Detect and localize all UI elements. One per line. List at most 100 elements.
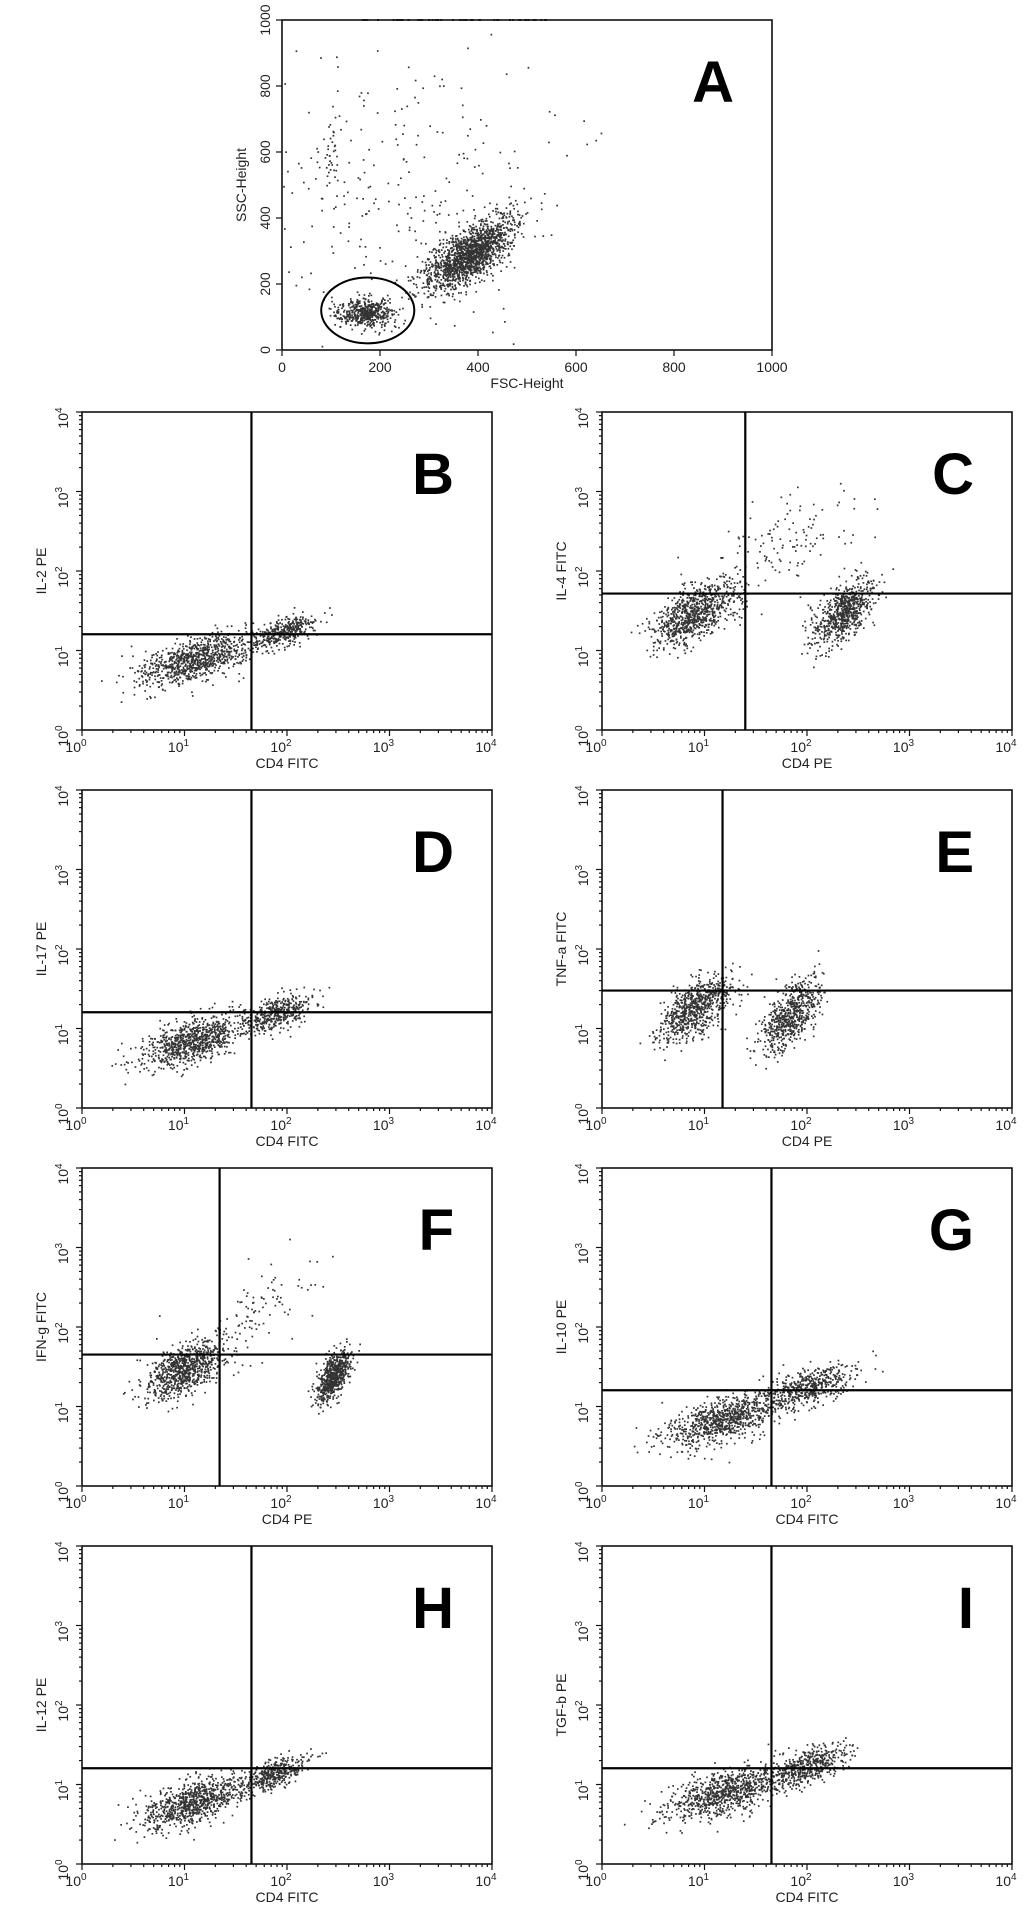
event-dot xyxy=(467,249,470,252)
event-dot xyxy=(698,609,700,612)
event-dot xyxy=(178,650,181,653)
event-dot xyxy=(343,311,345,313)
event-dot xyxy=(636,624,639,627)
event-dot xyxy=(508,196,511,199)
event-dot xyxy=(680,635,682,638)
event-dot xyxy=(480,239,483,241)
event-dot xyxy=(819,655,822,657)
event-dot xyxy=(381,299,383,302)
event-dot xyxy=(680,637,682,639)
event-dot xyxy=(255,646,257,649)
event-dot xyxy=(846,590,849,592)
event-dot xyxy=(453,273,456,276)
event-dot xyxy=(373,164,375,167)
event-dot xyxy=(460,237,463,240)
event-dot xyxy=(328,155,331,157)
event-dot xyxy=(446,279,448,281)
event-dot xyxy=(171,656,174,659)
event-dot xyxy=(349,313,351,316)
event-dot xyxy=(339,232,342,234)
event-dot xyxy=(688,614,690,617)
event-dot xyxy=(447,256,449,258)
event-dot xyxy=(309,621,312,623)
event-dot xyxy=(303,181,305,184)
event-dot xyxy=(202,643,205,646)
event-dot xyxy=(215,637,218,640)
event-dot xyxy=(377,313,380,316)
event-dot xyxy=(871,583,874,585)
y-tick-label: 600 xyxy=(257,140,273,164)
event-dot xyxy=(841,633,843,635)
event-dot xyxy=(213,640,215,642)
event-dot xyxy=(360,319,362,321)
event-dot xyxy=(331,164,334,166)
event-dot xyxy=(713,618,715,621)
event-dot xyxy=(477,269,480,272)
x-tick-label: 103 xyxy=(373,738,395,755)
event-dot xyxy=(427,296,430,298)
event-dot xyxy=(502,220,505,223)
event-dot xyxy=(459,277,462,280)
event-dot xyxy=(458,245,460,247)
event-dot xyxy=(706,611,708,613)
event-dot xyxy=(459,283,461,286)
event-dot xyxy=(253,644,255,646)
event-dot xyxy=(197,644,199,646)
event-dot xyxy=(134,671,136,674)
event-dot xyxy=(469,232,472,235)
event-dot xyxy=(364,246,367,248)
event-dot xyxy=(166,673,169,676)
event-dot xyxy=(724,574,727,576)
event-dot xyxy=(294,636,296,639)
event-dot xyxy=(418,276,421,279)
event-dot xyxy=(717,616,720,618)
event-dot xyxy=(271,637,273,640)
event-dot xyxy=(350,301,353,303)
event-dot xyxy=(505,233,507,236)
event-dot xyxy=(671,599,674,602)
event-dot xyxy=(374,304,377,306)
event-dot xyxy=(463,271,466,273)
event-dot xyxy=(197,656,199,659)
event-dot xyxy=(241,649,243,652)
event-dot xyxy=(486,257,488,260)
event-dot xyxy=(336,164,339,166)
event-dot xyxy=(479,239,481,242)
event-dot xyxy=(234,658,237,661)
event-dot xyxy=(360,317,363,319)
event-dot xyxy=(457,261,460,264)
event-dot xyxy=(289,640,292,643)
event-dot xyxy=(374,315,377,318)
event-dot xyxy=(332,150,335,153)
event-dot xyxy=(507,228,510,231)
event-dot xyxy=(484,243,487,246)
event-dot xyxy=(734,618,736,621)
event-dot xyxy=(480,235,482,238)
event-dot xyxy=(672,647,675,649)
event-dot xyxy=(691,631,694,634)
event-dot xyxy=(712,614,714,617)
event-dot xyxy=(684,652,687,655)
event-dot xyxy=(442,277,445,280)
event-dot xyxy=(358,310,361,312)
event-dot xyxy=(683,649,686,652)
event-dot xyxy=(267,640,269,642)
event-dot xyxy=(707,613,709,616)
event-dot xyxy=(481,252,483,255)
event-dot xyxy=(707,626,710,628)
event-dot xyxy=(487,250,490,253)
event-dot xyxy=(451,285,454,288)
event-dot xyxy=(685,643,687,645)
event-dot xyxy=(154,662,156,665)
event-dot xyxy=(217,638,220,641)
event-dot xyxy=(382,317,384,320)
event-dot xyxy=(196,667,198,669)
event-dot xyxy=(505,216,508,218)
event-dot xyxy=(215,664,217,667)
event-dot xyxy=(458,275,460,278)
event-dot xyxy=(681,618,684,621)
event-dot xyxy=(382,297,384,300)
event-dot xyxy=(343,195,345,197)
event-dot xyxy=(317,151,320,153)
event-dot xyxy=(498,259,501,262)
